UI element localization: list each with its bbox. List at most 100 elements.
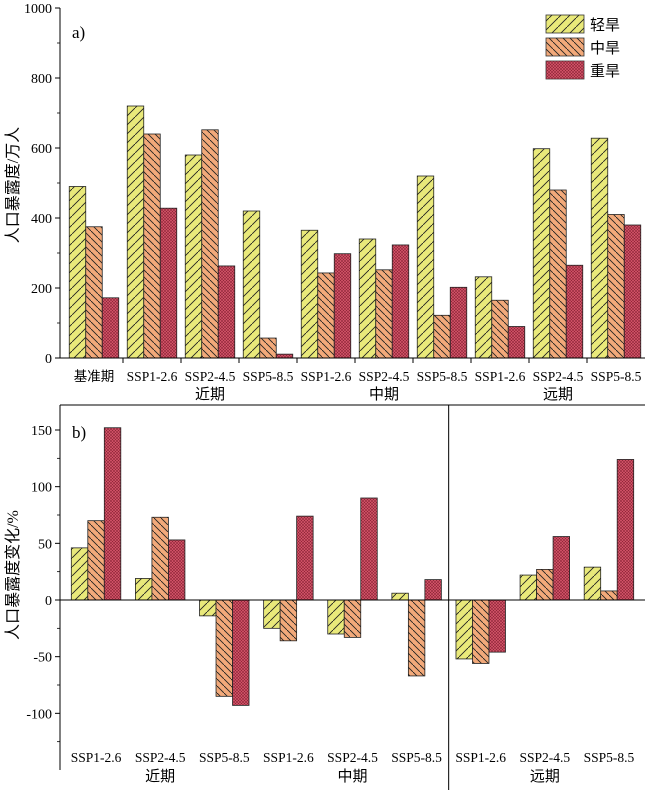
panel-a-y-tick-label: 400 [31, 212, 52, 227]
bar-b-severe-hatch [424, 579, 442, 601]
panel-a-category-label: SSP2-4.5 [533, 369, 584, 384]
panel-b-period-label: 近期 [145, 768, 175, 785]
bar-a-moderate-hatch [607, 214, 625, 359]
bar-b-severe-hatch [296, 515, 314, 601]
panel-a-y-tick-label: 0 [45, 352, 52, 367]
panel-a-y-tick-label: 600 [31, 142, 52, 157]
panel-a-category-label: 基准期 [74, 368, 115, 384]
panel-a-bars [68, 105, 642, 359]
legend-swatch-light-hatch [546, 15, 584, 33]
bar-b-severe-hatch [552, 536, 570, 601]
legend-swatch-severe-hatch [546, 61, 584, 79]
legend-label-light: 轻旱 [590, 17, 620, 34]
panel-a-category-label: SSP1-2.6 [301, 369, 352, 384]
panel-b-period-label: 远期 [530, 768, 560, 785]
bar-a-moderate-hatch [85, 226, 103, 359]
panel-a-period-label: 远期 [543, 386, 573, 403]
bar-b-severe-hatch [232, 599, 250, 706]
bar-a-light-hatch [184, 154, 203, 359]
bar-b-moderate-hatch [279, 599, 298, 642]
panel-a-category-label: SSP2-4.5 [359, 369, 410, 384]
bar-b-light-hatch [391, 592, 409, 601]
bar-a-moderate-hatch [375, 269, 393, 359]
panel-b-category-label: SSP2-4.5 [327, 750, 378, 765]
bar-a-moderate-hatch [549, 189, 567, 359]
panel-a-category-label: SSP2-4.5 [185, 369, 236, 384]
panel-a-axes: 0 200 400 600 800 1000 基准期 SSP1-2.6 SSP2-4.5 SSP5… [24, 2, 645, 403]
panel-b-category-label: SSP2-4.5 [520, 750, 571, 765]
bar-a-moderate-hatch [143, 133, 161, 359]
panel-b-category-label: SSP5-8.5 [199, 750, 250, 765]
bar-a-light-hatch [416, 175, 435, 359]
bar-b-moderate-hatch [87, 520, 105, 601]
panel-b-category-label: SSP2-4.5 [135, 750, 186, 765]
bar-b-severe-hatch [488, 599, 506, 653]
panel-b-category-label: SSP5-8.5 [391, 750, 442, 765]
bar-b-severe-hatch [168, 539, 186, 601]
panel-a-y-tick-label: 200 [31, 282, 52, 297]
bar-a-light-hatch [474, 276, 493, 359]
bar-a-moderate-hatch [317, 272, 335, 359]
panel-b-y-tick-label: 100 [31, 481, 52, 496]
bar-b-light-hatch [583, 566, 602, 601]
bar-b-moderate-hatch [536, 569, 554, 601]
legend-label-severe: 重旱 [590, 63, 620, 80]
bar-a-moderate-hatch [259, 337, 277, 359]
bar-a-severe-hatch [391, 244, 410, 359]
legend: 轻旱 中旱 重旱 [545, 14, 620, 80]
bar-a-severe-hatch [507, 326, 526, 359]
panel-b-y-tick-label: 150 [31, 424, 52, 439]
bar-b-moderate-hatch [407, 599, 426, 677]
bar-b-light-hatch [455, 599, 473, 660]
panel-a-category-label: SSP1-2.6 [127, 369, 178, 384]
bar-b-light-hatch [135, 578, 153, 601]
bar-b-moderate-hatch [151, 516, 169, 601]
bar-b-moderate-hatch [343, 599, 362, 638]
panel-b-y-tick-label: 0 [45, 594, 52, 609]
panel-a-label: a) [72, 23, 85, 42]
panel-b-y-tick-label: -50 [33, 651, 52, 666]
bar-b-severe-hatch [103, 427, 122, 601]
panel-b-label: b) [72, 423, 86, 442]
bar-b-moderate-hatch [472, 599, 490, 664]
bar-b-light-hatch [199, 599, 217, 617]
panel-b-category-label: SSP5-8.5 [584, 750, 635, 765]
panel-a-category-label: SSP5-8.5 [417, 369, 468, 384]
bar-b-moderate-hatch [600, 590, 618, 601]
legend-label-moderate: 中旱 [590, 40, 620, 57]
panel-a-period-label: 中期 [369, 386, 399, 403]
bar-a-light-hatch [358, 238, 377, 359]
panel-b-category-label: SSP1-2.6 [263, 750, 314, 765]
panel-b-ylabel: 人口暴露度变化/% [4, 510, 22, 640]
bar-a-light-hatch [590, 137, 609, 359]
panel-a-ylabel: 人口暴露度/万人 [4, 127, 22, 243]
panel-a-period-label: 近期 [195, 386, 225, 403]
bar-a-light-hatch [300, 229, 319, 359]
panel-b-period-label: 中期 [337, 768, 367, 785]
bar-b-light-hatch [519, 574, 537, 601]
bar-a-light-hatch [242, 210, 261, 359]
bar-b-severe-hatch [360, 497, 378, 601]
panel-a-category-label: SSP5-8.5 [591, 369, 642, 384]
legend-swatch-moderate-hatch [546, 38, 584, 56]
bar-b-moderate-hatch [215, 599, 233, 697]
bar-a-severe-hatch [217, 265, 236, 359]
bar-a-severe-hatch [101, 297, 120, 359]
panel-a-y-tick-label: 800 [31, 72, 52, 87]
bar-a-severe-hatch [275, 353, 294, 359]
bar-a-moderate-hatch [433, 314, 451, 359]
bar-a-light-hatch [532, 148, 551, 359]
bar-b-severe-hatch [616, 459, 635, 601]
panel-a-category-label: SSP5-8.5 [243, 369, 294, 384]
panel-b: -100 -50 0 50 100 150 SSP1-2.6 SSP2-4.5 SSP5-8.5… [4, 404, 645, 790]
bar-b-light-hatch [327, 599, 345, 635]
bar-a-severe-hatch [565, 264, 584, 359]
bar-a-moderate-hatch [201, 129, 219, 359]
panel-a: 0 200 400 600 800 1000 基准期 SSP1-2.6 SSP2-4.5 SSP5… [4, 2, 645, 403]
panel-b-y-tick-label: 50 [38, 537, 52, 552]
panel-a-category-label: SSP1-2.6 [475, 369, 526, 384]
panel-b-category-label: SSP1-2.6 [455, 750, 506, 765]
bar-a-light-hatch [68, 186, 87, 359]
panel-b-bars [70, 427, 635, 706]
